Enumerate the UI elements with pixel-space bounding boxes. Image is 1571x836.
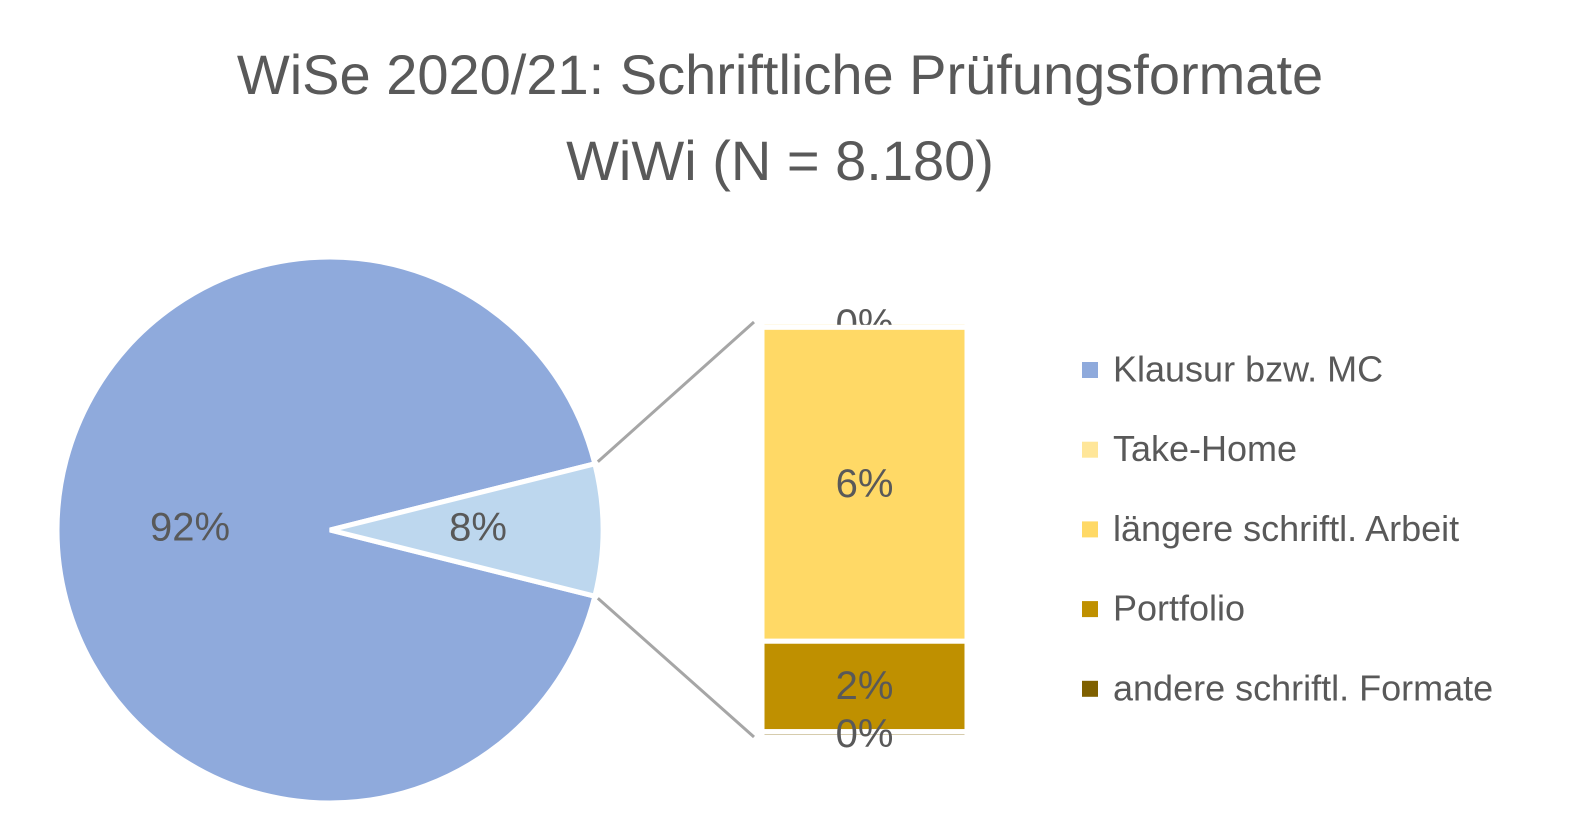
legend-swatch	[1082, 601, 1098, 618]
connector	[596, 320, 756, 463]
bar-segment	[759, 324, 970, 644]
pie-slice	[329, 460, 606, 600]
data-label: 8%	[449, 506, 507, 550]
data-label: 6%	[836, 462, 894, 506]
data-label: 92%	[150, 506, 230, 550]
legend-label: längere schriftl. Arbeit	[1113, 508, 1459, 549]
bar-segment	[759, 729, 970, 740]
legend-label: andere schriftl. Formate	[1113, 667, 1493, 708]
pie-slice	[54, 254, 598, 806]
legend-label: Portfolio	[1113, 588, 1245, 629]
chart-title: WiSe 2020/21: Schriftliche Prüfungsforma…	[236, 43, 1324, 192]
connector	[596, 597, 755, 739]
legend-swatch	[1082, 441, 1098, 458]
legend-label: Klausur bzw. MC	[1113, 349, 1383, 390]
legend-label: Take-Home	[1113, 428, 1297, 469]
data-label: 2%	[836, 664, 894, 708]
bar-segment	[759, 638, 970, 735]
legend-swatch	[1082, 362, 1098, 378]
legend-swatch	[1082, 680, 1098, 697]
legend-swatch	[1082, 521, 1098, 538]
data-label: 0%	[836, 712, 894, 756]
